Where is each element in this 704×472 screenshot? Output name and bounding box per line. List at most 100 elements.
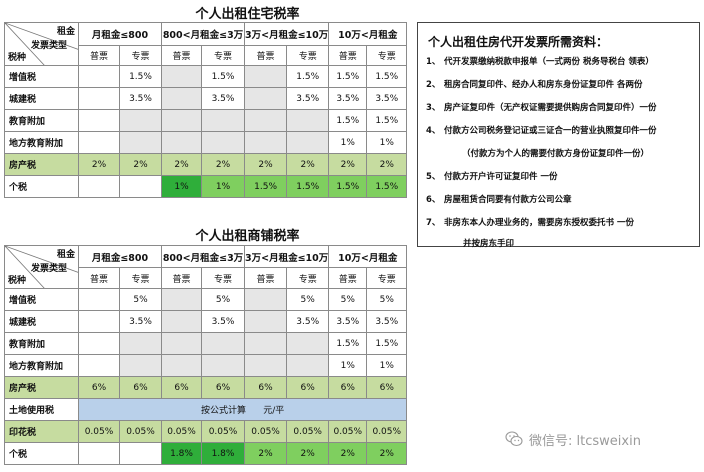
rate-cell [161, 288, 202, 311]
rate-cell: 0.05% [243, 420, 288, 443]
table-row: 城建税 3.5% 3.5% 3.5% 3.5% 3.5% [4, 310, 408, 333]
invoice-type-header: 专票 [286, 267, 330, 289]
rate-cell [161, 310, 202, 333]
rate-cell [78, 332, 120, 355]
rate-cell [78, 175, 120, 198]
rate-cell: 6% [119, 376, 162, 399]
rate-cell [119, 131, 162, 154]
rate-cell [78, 65, 120, 88]
document-item-number: 7、 [426, 218, 441, 228]
rate-cell: 0.05% [201, 420, 245, 443]
table-row: 房产税 2% 2% 2% 2% 2% 2% 2% 2% [4, 153, 408, 176]
invoice-type-header: 普票 [161, 45, 202, 66]
rate-cell: 1.5% [119, 65, 162, 88]
document-item: （付款方为个人的需要付款方身份证复印件一份） [462, 147, 649, 159]
table-row: 教育附加 1.5% 1.5% [4, 332, 408, 355]
rate-cell: 1% [328, 354, 368, 377]
rate-cell: 1% [201, 175, 245, 198]
rate-cell [119, 332, 162, 355]
document-item-number: 5、 [426, 172, 441, 182]
corner-rent-label: 租金 [56, 27, 75, 37]
rate-cell: 2% [78, 153, 120, 176]
invoice-type-header: 普票 [328, 267, 368, 289]
invoice-type-header: 专票 [366, 267, 408, 289]
rent-range-header: 10万<月租金 [328, 22, 408, 46]
rate-cell [78, 131, 120, 154]
table-row: 个税 1% 1% 1.5% 1.5% 1.5% 1.5% [4, 175, 408, 198]
document-item: 6、 房屋租赁合同要有付款方公司公章 [426, 193, 572, 205]
rate-cell: 2% [286, 442, 330, 465]
table-row: 增值税 5% 5% 5% 5% 5% [4, 288, 408, 311]
document-item: 并按房东手印 [463, 237, 514, 249]
invoice-type-header: 专票 [119, 45, 162, 66]
table-row: 教育附加 1.5% 1.5% [4, 109, 408, 132]
rate-cell [286, 354, 330, 377]
rate-cell [161, 87, 202, 110]
rate-cell [119, 109, 162, 132]
rent-range-header: 800<月租金≤3万 [161, 22, 245, 46]
table-row: 增值税 1.5% 1.5% 1.5% 1.5% 1.5% [4, 65, 408, 88]
corner-rent-label: 租金 [56, 250, 75, 260]
rate-cell [78, 109, 120, 132]
document-item: 7、 非房东本人办理业务的，需要房东授权委托书 一份 [426, 216, 634, 228]
rate-cell [243, 310, 288, 333]
corner-tax-type-label: 税种 [8, 53, 27, 63]
table-row: 土地使用税 按公式计算 元/平 [4, 398, 408, 421]
rate-cell [243, 131, 288, 154]
rate-cell [201, 332, 245, 355]
rate-cell: 1.5% [328, 65, 368, 88]
rate-cell: 1% [161, 175, 202, 198]
document-item-text: 代开发票缴纳税款申报单（一式两份 税务导税台 领表） [444, 57, 654, 67]
document-item-text: 付款方公司税务登记证或三证合一的营业执照复印件一份 [444, 126, 657, 136]
table-row: 房产税 6% 6% 6% 6% 6% 6% 6% 6% [4, 376, 408, 399]
rate-cell [243, 354, 288, 377]
table-row: 地方教育附加 1% 1% [4, 131, 408, 154]
document-item-text: 付款方开户许可证复印件 一份 [444, 172, 558, 182]
invoice-type-header: 普票 [243, 267, 288, 289]
document-item: 2、 租房合同复印件、经办人和房东身份证复印件 各两份 [426, 78, 642, 90]
invoice-type-header: 专票 [119, 267, 162, 289]
rate-cell [161, 354, 202, 377]
rate-cell [201, 354, 245, 377]
tax-type-label: 地方教育附加 [4, 131, 79, 154]
document-item-number: 4、 [426, 126, 441, 136]
rate-cell: 0.05% [286, 420, 330, 443]
rate-cell: 1.5% [201, 65, 245, 88]
header-corner: 租金 发票类型 税种 [4, 245, 79, 289]
rate-cell: 2% [366, 442, 408, 465]
rate-cell: 0.05% [328, 420, 368, 443]
document-item-number: 3、 [426, 103, 441, 113]
rate-cell [243, 87, 288, 110]
tax-type-label: 增值税 [4, 288, 79, 311]
rate-cell: 1% [366, 131, 408, 154]
rate-cell: 5% [366, 288, 408, 311]
tax-type-label: 印花税 [4, 420, 79, 443]
rate-cell: 3.5% [328, 87, 368, 110]
invoice-type-header: 专票 [286, 45, 330, 66]
rate-cell: 2% [328, 442, 368, 465]
document-item: 4、 付款方公司税务登记证或三证合一的营业执照复印件一份 [426, 124, 657, 136]
rate-cell: 3.5% [366, 310, 408, 333]
rate-cell: 0.05% [161, 420, 202, 443]
rate-cell [243, 109, 288, 132]
table-row: 印花税 0.05% 0.05% 0.05% 0.05% 0.05% 0.05% 0.05% 0.… [4, 420, 408, 443]
invoice-type-header: 普票 [161, 267, 202, 289]
rate-cell: 3.5% [119, 310, 162, 333]
rate-cell [286, 332, 330, 355]
rate-cell [243, 332, 288, 355]
rate-cell [161, 131, 202, 154]
rate-cell: 0.05% [78, 420, 120, 443]
tax-type-label: 房产税 [4, 153, 79, 176]
rate-cell: 6% [328, 376, 368, 399]
invoice-type-header: 专票 [366, 45, 408, 66]
invoice-type-header: 专票 [201, 45, 245, 66]
table-row: 城建税 3.5% 3.5% 3.5% 3.5% 3.5% [4, 87, 408, 110]
rate-cell [161, 109, 202, 132]
wechat-icon [505, 431, 523, 447]
rate-cell: 5% [328, 288, 368, 311]
rate-cell [286, 131, 330, 154]
rate-cell [119, 354, 162, 377]
rate-cell [201, 131, 245, 154]
document-item-number: 6、 [426, 195, 441, 205]
rate-cell: 1.5% [243, 175, 288, 198]
